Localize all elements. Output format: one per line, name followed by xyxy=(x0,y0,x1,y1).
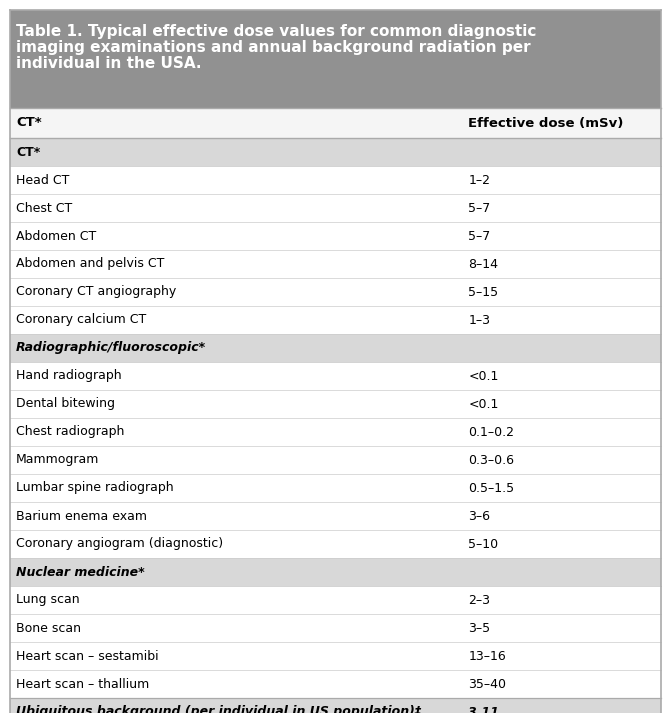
Text: 0.1–0.2: 0.1–0.2 xyxy=(468,426,515,438)
Bar xyxy=(10,418,661,446)
Text: Dental bitewing: Dental bitewing xyxy=(16,398,115,411)
Bar xyxy=(10,390,661,418)
Text: 3–5: 3–5 xyxy=(468,622,491,635)
Text: Hand radiograph: Hand radiograph xyxy=(16,369,121,382)
Bar xyxy=(10,586,661,614)
Bar xyxy=(10,278,661,306)
Text: 3.11: 3.11 xyxy=(468,705,499,713)
Bar xyxy=(10,108,661,138)
Text: Coronary CT angiography: Coronary CT angiography xyxy=(16,285,176,299)
Text: Abdomen CT: Abdomen CT xyxy=(16,230,96,242)
Text: Lung scan: Lung scan xyxy=(16,593,80,607)
Text: imaging examinations and annual background radiation per: imaging examinations and annual backgrou… xyxy=(16,40,531,55)
Bar xyxy=(10,670,661,698)
Bar xyxy=(10,306,661,334)
Bar xyxy=(10,698,661,713)
Text: Heart scan – thallium: Heart scan – thallium xyxy=(16,677,149,690)
Text: individual in the USA.: individual in the USA. xyxy=(16,56,201,71)
Bar xyxy=(10,558,661,586)
Text: 5–10: 5–10 xyxy=(468,538,499,550)
Text: Heart scan – sestamibi: Heart scan – sestamibi xyxy=(16,650,158,662)
Bar xyxy=(10,446,661,474)
Bar xyxy=(10,166,661,194)
Bar xyxy=(10,222,661,250)
Text: Nuclear medicine*: Nuclear medicine* xyxy=(16,565,145,578)
Text: Ubiquitous background (per individual in US population)‡: Ubiquitous background (per individual in… xyxy=(16,705,421,713)
Bar xyxy=(10,362,661,390)
Text: Coronary angiogram (diagnostic): Coronary angiogram (diagnostic) xyxy=(16,538,223,550)
Text: Chest CT: Chest CT xyxy=(16,202,72,215)
Bar xyxy=(10,502,661,530)
Text: 0.5–1.5: 0.5–1.5 xyxy=(468,481,515,495)
Bar xyxy=(10,138,661,166)
Bar xyxy=(10,250,661,278)
Text: Table 1. Typical effective dose values for common diagnostic: Table 1. Typical effective dose values f… xyxy=(16,24,536,39)
Text: CT*: CT* xyxy=(16,145,40,158)
Text: 5–15: 5–15 xyxy=(468,285,499,299)
Text: 1–2: 1–2 xyxy=(468,173,491,187)
Bar xyxy=(10,194,661,222)
Text: 5–7: 5–7 xyxy=(468,202,491,215)
Text: CT*: CT* xyxy=(16,116,42,130)
Text: Radiographic/fluoroscopic*: Radiographic/fluoroscopic* xyxy=(16,342,206,354)
Text: 3–6: 3–6 xyxy=(468,510,491,523)
Text: Barium enema exam: Barium enema exam xyxy=(16,510,147,523)
Bar xyxy=(10,10,661,108)
Bar xyxy=(10,614,661,642)
Text: Effective dose (mSv): Effective dose (mSv) xyxy=(468,116,624,130)
Text: <0.1: <0.1 xyxy=(468,398,499,411)
Text: 5–7: 5–7 xyxy=(468,230,491,242)
Text: Lumbar spine radiograph: Lumbar spine radiograph xyxy=(16,481,174,495)
Bar xyxy=(10,642,661,670)
Text: Abdomen and pelvis CT: Abdomen and pelvis CT xyxy=(16,257,164,270)
Text: Bone scan: Bone scan xyxy=(16,622,81,635)
Text: 35–40: 35–40 xyxy=(468,677,507,690)
Text: 2–3: 2–3 xyxy=(468,593,491,607)
Text: 0.3–0.6: 0.3–0.6 xyxy=(468,453,515,466)
Text: 8–14: 8–14 xyxy=(468,257,499,270)
Bar xyxy=(10,530,661,558)
Text: Mammogram: Mammogram xyxy=(16,453,99,466)
Text: Chest radiograph: Chest radiograph xyxy=(16,426,124,438)
Text: 13–16: 13–16 xyxy=(468,650,506,662)
Text: <0.1: <0.1 xyxy=(468,369,499,382)
Bar xyxy=(10,334,661,362)
Text: Coronary calcium CT: Coronary calcium CT xyxy=(16,314,146,327)
Text: Head CT: Head CT xyxy=(16,173,69,187)
Text: 1–3: 1–3 xyxy=(468,314,491,327)
Bar xyxy=(10,474,661,502)
